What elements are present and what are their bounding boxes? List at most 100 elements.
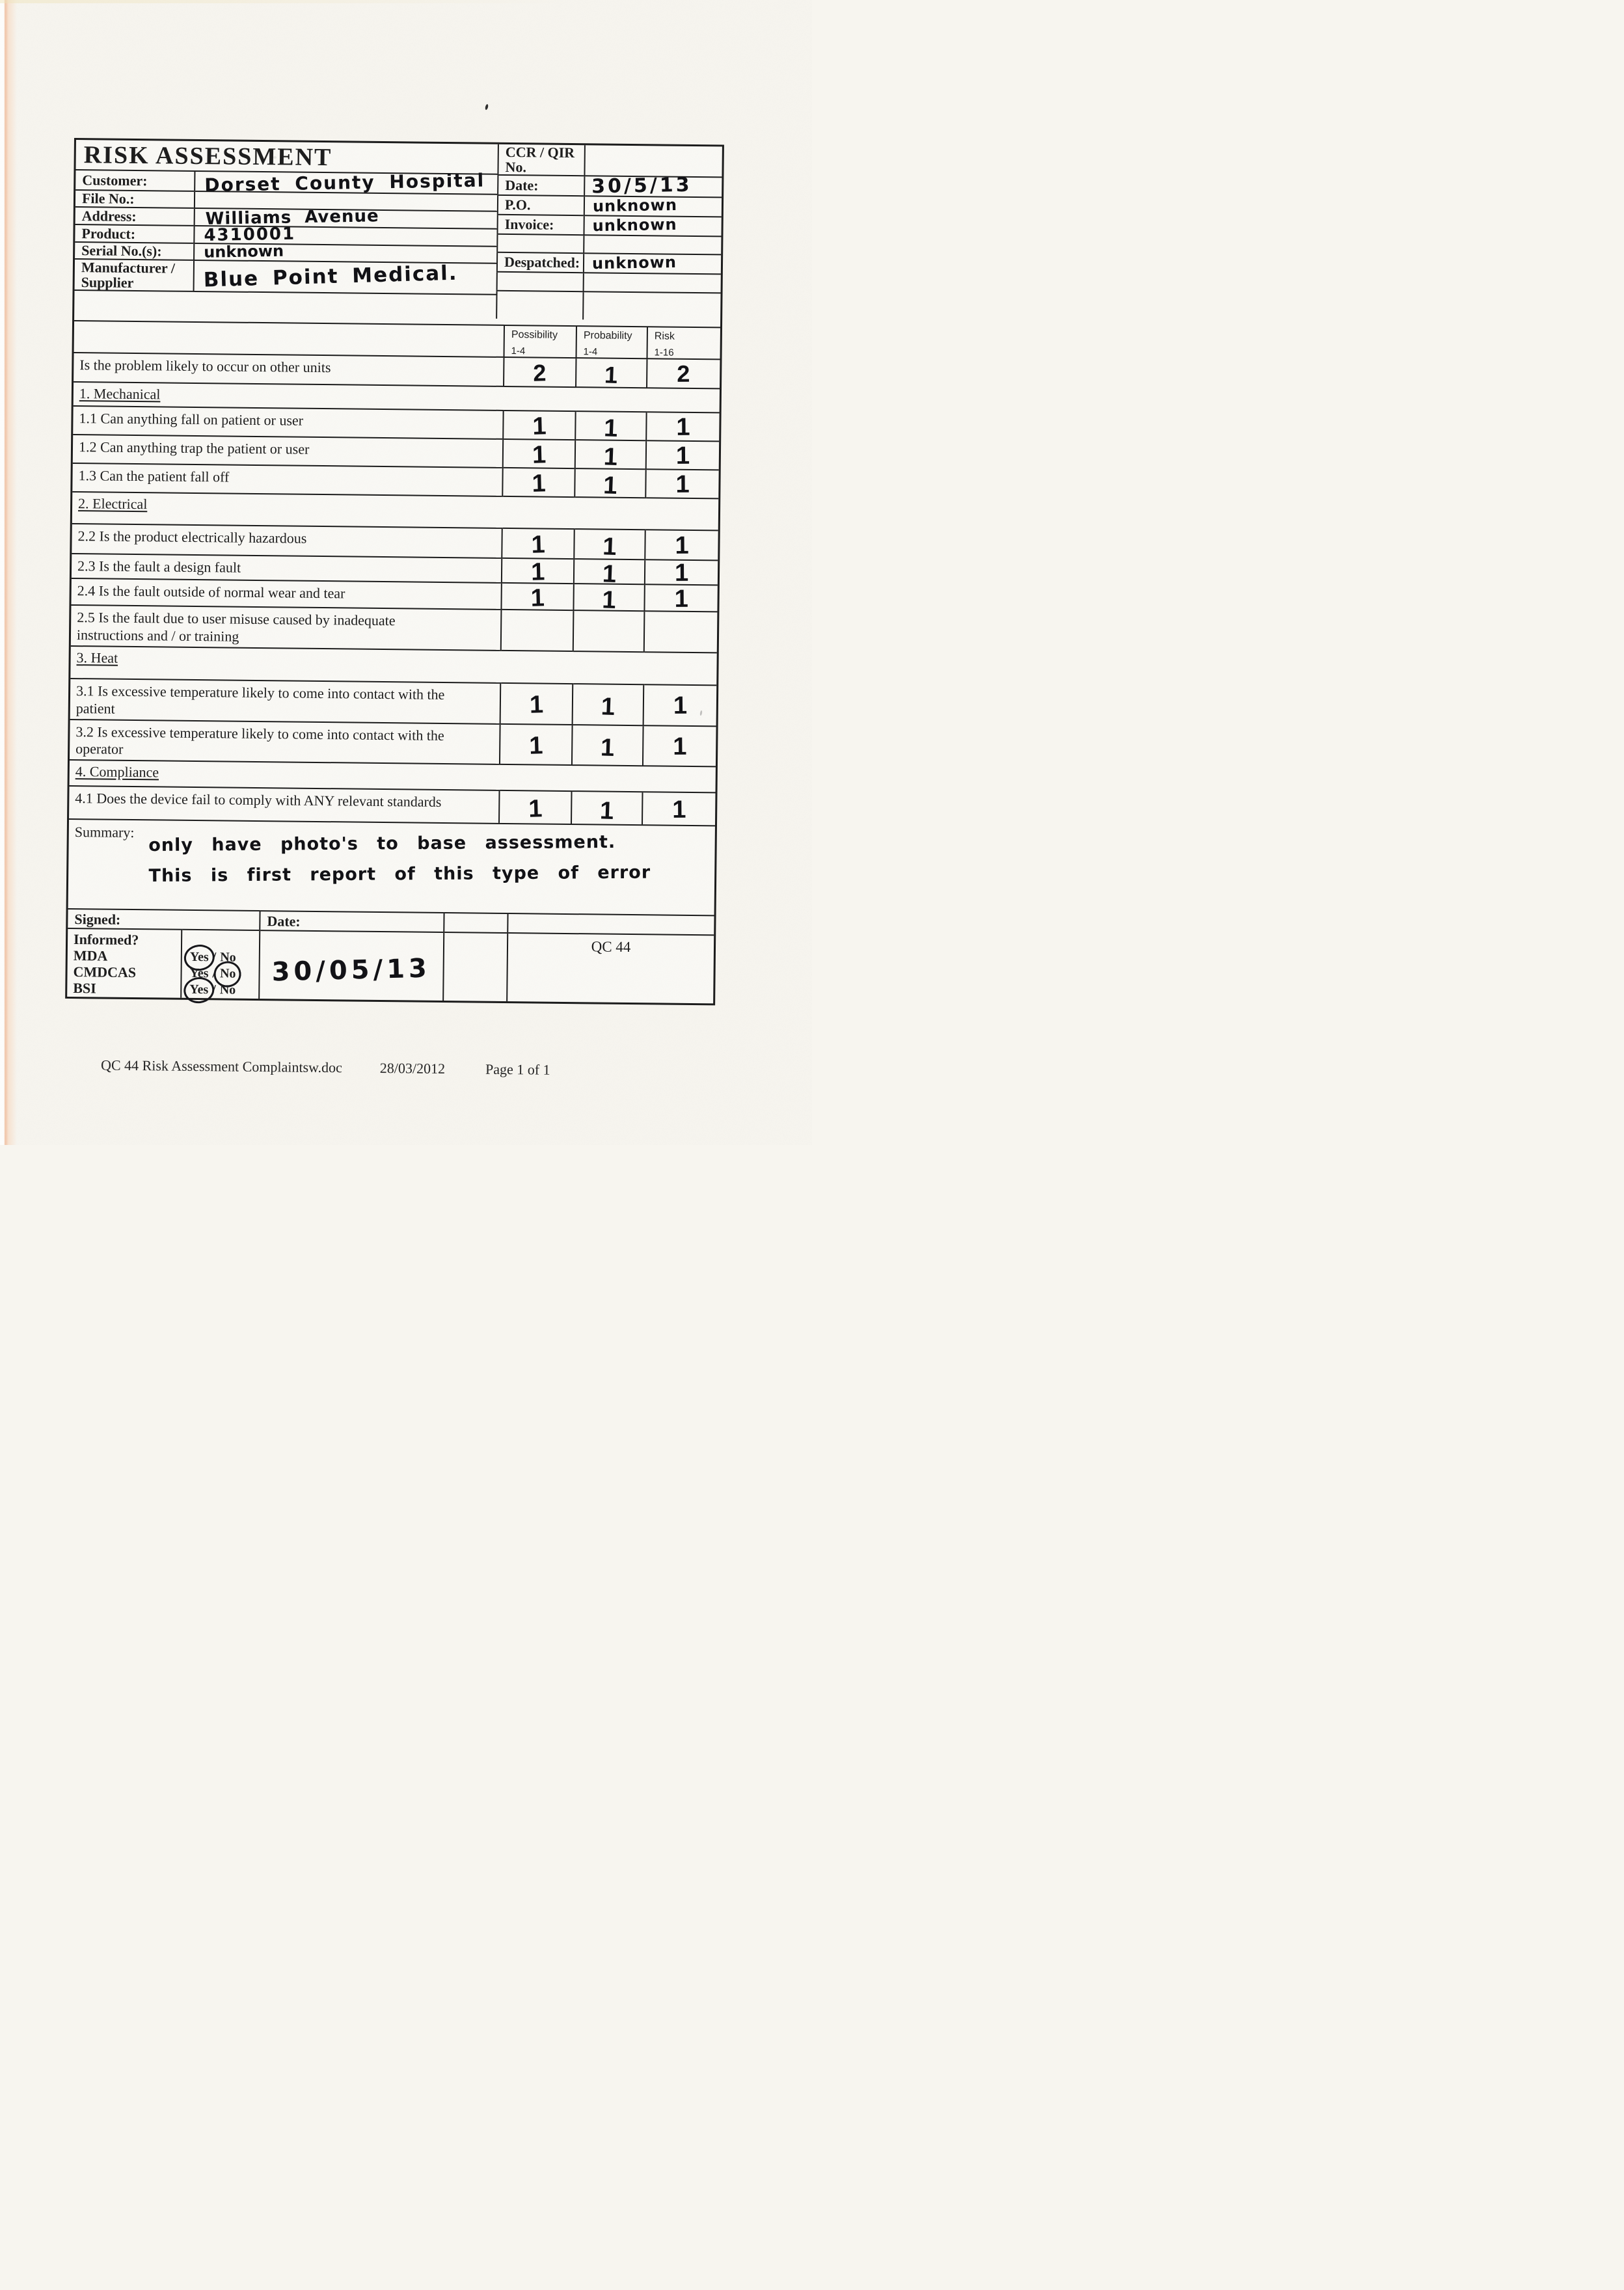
blank-cell: [508, 913, 714, 935]
summary-row: Summary: only have photo's to base asses…: [68, 818, 715, 915]
date-value-cell: 30/5/13: [584, 173, 722, 198]
form-header-block: RISK ASSESSMENT Customer: Dorset County …: [74, 140, 722, 327]
handwritten-score: 1: [532, 441, 547, 470]
handwritten-score: 1: [532, 412, 547, 441]
scan-edge-artifact-top: [0, 0, 569, 3]
despatched-handwritten-value: unknown: [592, 252, 677, 273]
blank-cell: [583, 272, 721, 293]
footer-date: 28/03/2012: [379, 1059, 446, 1077]
ccr-qir-label: CCR / QIR No.: [505, 143, 575, 176]
blank-cell: [497, 234, 584, 253]
spacer-cell: [74, 290, 496, 325]
handwritten-score: 1: [531, 470, 547, 498]
product-label: Product:: [75, 224, 195, 243]
handwritten-score: 2: [677, 360, 690, 388]
handwritten-score: 1: [673, 733, 687, 761]
risk-assessment-document: RISK ASSESSMENT Customer: Dorset County …: [65, 138, 724, 1078]
manufacturer-value-cell: Blue Point Medical.: [193, 260, 497, 295]
handwritten-score: 1: [530, 584, 545, 612]
invoice-handwritten-value: unknown: [592, 215, 678, 235]
summary-label: Summary:: [74, 824, 135, 841]
footer-page-number: Page 1 of 1: [485, 1060, 550, 1078]
risk-assessment-form: RISK ASSESSMENT Customer: Dorset County …: [65, 138, 724, 1006]
handwritten-score: 1: [529, 691, 544, 720]
informed-date-handwritten: 30/05/13: [271, 953, 431, 988]
date-label: Date:: [498, 175, 585, 196]
handwritten-score: 2: [533, 359, 547, 387]
agency-name-cmdcas: CMDCAS: [73, 963, 137, 981]
reference-info-table: CCR / QIR No. Date: 30/5/13 P.O. unknown…: [496, 144, 722, 321]
handwritten-score: 1: [672, 796, 686, 824]
handwritten-score: 1: [602, 533, 617, 561]
signed-label: Signed:: [74, 910, 121, 928]
ink-speck: [484, 103, 489, 111]
despatched-value-cell: unknown: [584, 252, 722, 275]
blank-cell: [496, 290, 584, 320]
handwritten-score: 1: [675, 442, 690, 470]
handwritten-score: 1: [530, 558, 545, 587]
ccr-qir-value-cell: [584, 145, 722, 178]
informed-label: Informed?: [73, 931, 139, 949]
handwritten-score: 1: [601, 586, 617, 614]
handwritten-score: 1: [602, 472, 618, 500]
scan-blemish: [273, 156, 277, 159]
handwritten-score: 1: [675, 471, 690, 499]
page-footer: QC 44 Risk Assessment Complaintsw.doc 28…: [101, 1057, 550, 1079]
serial-no-handwritten-value: unknown: [203, 241, 284, 262]
product-handwritten-value: 4310001: [204, 224, 296, 246]
yes-no-bsi: Yes / No: [189, 982, 236, 997]
manufacturer-handwritten-value: Blue Point Medical.: [203, 262, 459, 292]
customer-label: Customer:: [75, 170, 195, 191]
po-handwritten-value: unknown: [593, 195, 678, 215]
handwritten-score: 1: [600, 734, 615, 762]
question-row: 3.2 Is excessive temperature likely to c…: [69, 719, 716, 767]
agency-name-bsi: BSI: [73, 980, 96, 997]
question-row: 2.5 Is the fault due to user misuse caus…: [70, 605, 718, 653]
po-label: P.O.: [497, 195, 585, 215]
form-title: RISK ASSESSMENT: [83, 141, 332, 171]
date-handwritten-value: 30/5/13: [591, 173, 693, 198]
scanned-page: RISK ASSESSMENT Customer: Dorset County …: [0, 0, 812, 1145]
blank-cell: [583, 291, 721, 321]
blank-cell: [444, 913, 508, 933]
signed-date-label: Date:: [260, 911, 444, 932]
handwritten-score: 1: [530, 531, 546, 559]
handwritten-score: 1: [602, 443, 618, 472]
blank-cell: [584, 234, 722, 255]
manufacturer-label: Manufacturer / Supplier: [74, 259, 195, 292]
address-label: Address:: [75, 207, 195, 226]
qc-reference: QC 44: [507, 933, 714, 1004]
handwritten-score: 1: [676, 414, 690, 442]
file-no-label: File No.:: [75, 190, 195, 208]
handwritten-score: 1: [602, 560, 617, 589]
informed-date-cell: 30/05/13: [259, 930, 444, 1001]
informed-row: Informed? MDA CMDCAS BSI Yes / No Yes / No: [67, 928, 714, 1004]
handwritten-score: 1: [600, 693, 616, 721]
informed-agencies-cell: Informed? MDA CMDCAS BSI: [67, 928, 182, 998]
po-value-cell: unknown: [584, 196, 722, 217]
invoice-label: Invoice:: [497, 214, 585, 235]
probability-column-header: Probability 1-4: [576, 326, 648, 359]
possibility-column-header: Possibility 1-4: [504, 325, 577, 358]
handwritten-score: 1: [674, 559, 689, 587]
customer-value-cell: Dorset County Hospital: [195, 169, 498, 196]
summary-handwritten-text: only have photo's to base assessment. Th…: [148, 832, 651, 887]
customer-handwritten-value: Dorset County Hospital: [204, 169, 485, 196]
footer-filename: QC 44 Risk Assessment Complaintsw.doc: [100, 1057, 342, 1076]
customer-info-table: RISK ASSESSMENT Customer: Dorset County …: [74, 140, 498, 325]
handwritten-score: 1: [674, 585, 688, 613]
handwritten-score: 1: [603, 414, 619, 443]
scan-edge-artifact: [0, 0, 17, 1145]
despatched-label: Despatched:: [496, 252, 584, 273]
handwritten-score: 1: [673, 692, 688, 720]
serial-no-label: Serial No.(s):: [75, 242, 195, 260]
blank-header-cell: [74, 321, 504, 357]
handwritten-score: 1: [604, 361, 619, 389]
question-row: 3.1 Is excessive temperature likely to c…: [70, 678, 717, 726]
yes-no-column: Yes / No Yes / No Yes / No: [181, 930, 260, 999]
agency-name-mda: MDA: [73, 947, 108, 964]
blank-cell: [443, 932, 508, 1002]
handwritten-score: 1: [528, 732, 543, 760]
handwritten-score: 1: [528, 794, 543, 823]
blank-cell: [496, 271, 584, 291]
